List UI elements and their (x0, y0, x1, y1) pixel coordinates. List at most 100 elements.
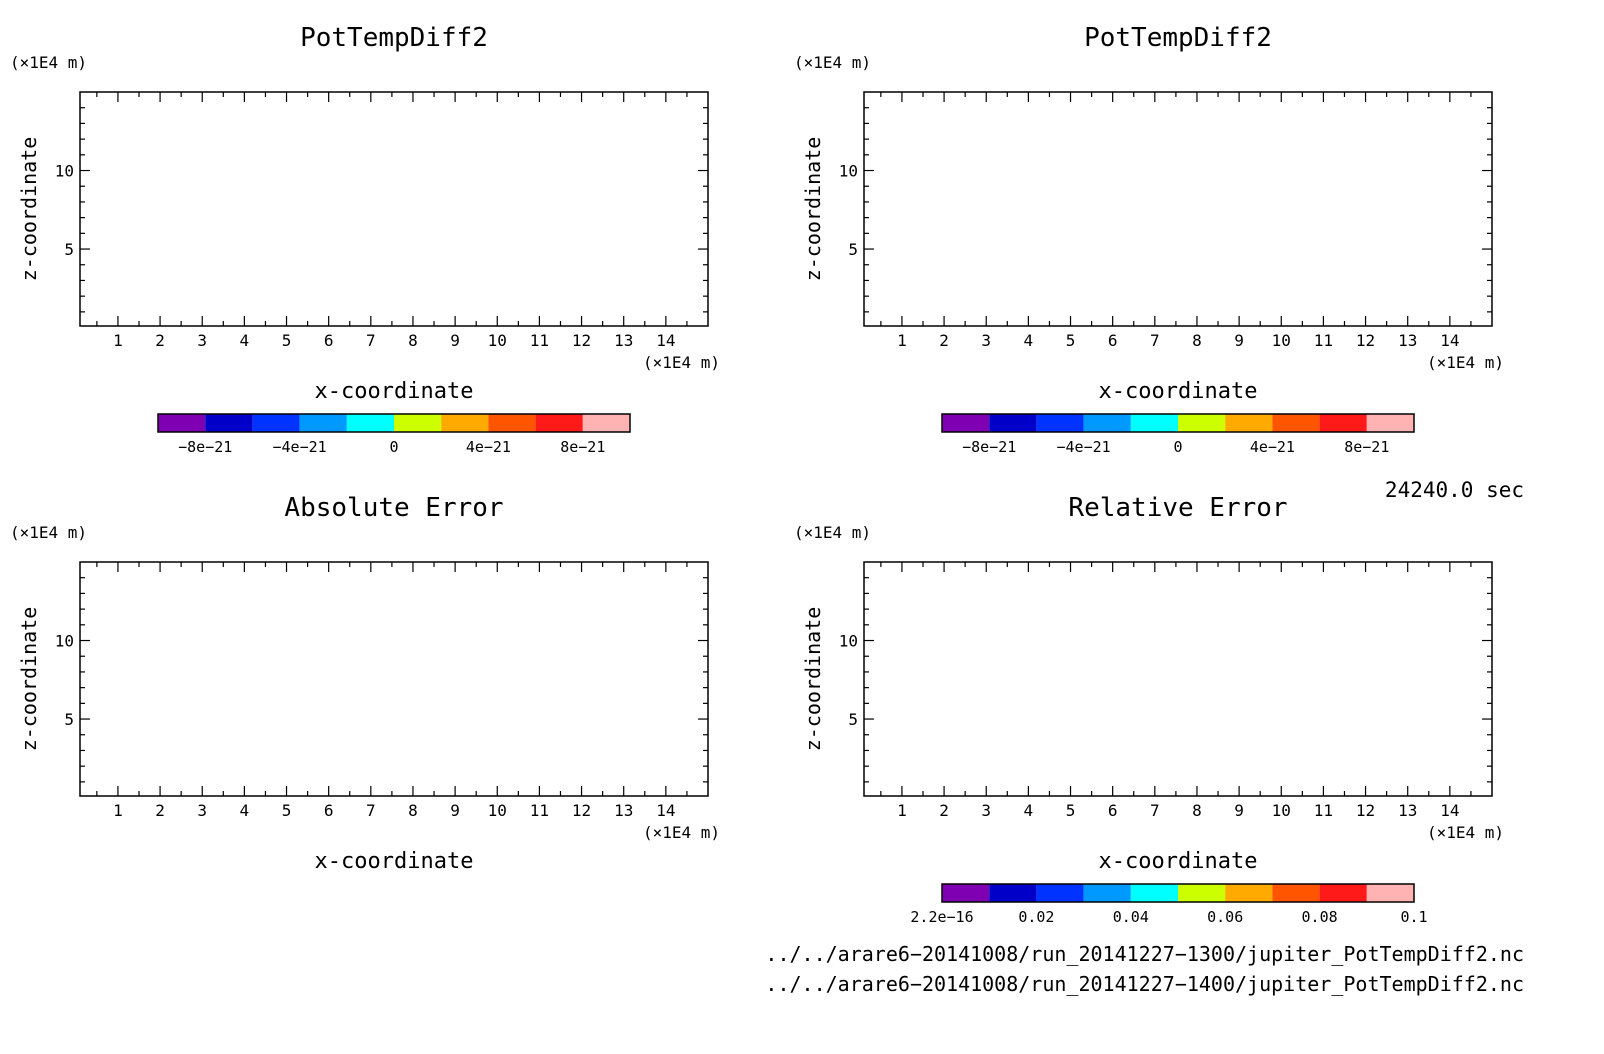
panel-0-xlabel: x-coordinate (315, 379, 474, 404)
panel-1-colorbar-segment (1319, 414, 1367, 432)
time-label: 24240.0 sec (1384, 478, 1524, 502)
panel-3-x-tick-label: 5 (1066, 801, 1076, 820)
panel-3-x-tick-label: 14 (1440, 801, 1459, 820)
panel-3-y-tick-label: 5 (848, 710, 858, 729)
panel-3-x-tick-label: 1 (897, 801, 907, 820)
panel-1-x-tick-label: 5 (1066, 331, 1076, 350)
panel-1-y-tick-label: 10 (839, 162, 858, 181)
panel-0-x-tick-label: 10 (488, 331, 507, 350)
panel-0-x-tick-label: 1 (113, 331, 123, 350)
panel-0-colorbar-tick-label: 0 (389, 438, 398, 456)
panel-0-x-tick-label: 4 (240, 331, 250, 350)
panel-1-xlabel: x-coordinate (1099, 379, 1258, 404)
panel-1-x-tick-label: 3 (981, 331, 991, 350)
panel-3-colorbar-segment (1178, 884, 1226, 902)
panel-1-x-tick-label: 4 (1024, 331, 1034, 350)
panel-1-x-tick-label: 2 (939, 331, 949, 350)
panel-3-x-tick-label: 11 (1314, 801, 1333, 820)
panel-2-x-tick-label: 4 (240, 801, 250, 820)
panel-2-y-tick-label: 10 (55, 632, 74, 651)
panel-0-y-tick-label: 10 (55, 162, 74, 181)
panel-1-colorbar-segment (1366, 414, 1414, 432)
panel-3-colorbar-tick-label: 0.1 (1400, 908, 1427, 926)
panel-1-x-tick-label: 8 (1192, 331, 1202, 350)
panel-0-colorbar-segment (346, 414, 394, 432)
panel-1-x-tick-label: 7 (1150, 331, 1160, 350)
panel-1-colorbar-segment (1083, 414, 1131, 432)
panel-1-title: PotTempDiff2 (1084, 23, 1272, 53)
panel-0-x-tick-label: 3 (197, 331, 207, 350)
panel-0-x-tick-label: 14 (656, 331, 675, 350)
panel-1-x-tick-label: 13 (1398, 331, 1417, 350)
file-path-1: ../../arare6−20141008/run_20141227−1300/… (765, 942, 1524, 966)
panel-3-colorbar-tick-label: 2.2e−16 (910, 908, 973, 926)
panel-0-colorbar-segment (299, 414, 347, 432)
panel-3-colorbar-tick-label: 0.02 (1018, 908, 1054, 926)
panel-1-colorbar-tick-label: 4e−21 (1250, 438, 1295, 456)
panel-2-x-tick-label: 1 (113, 801, 123, 820)
panel-0-colorbar-segment (488, 414, 536, 432)
panel-3-colorbar-segment (1225, 884, 1273, 902)
panel-0-colorbar-tick-label: 8e−21 (560, 438, 605, 456)
panel-3-x-tick-label: 8 (1192, 801, 1202, 820)
panel-2-x-tick-label: 2 (155, 801, 165, 820)
panel-0-ylabel: z-coordinate (17, 137, 41, 282)
panel-3-colorbar-segment (1130, 884, 1178, 902)
panel-1-y-unit: (×1E4 m) (794, 53, 871, 72)
panel-0-x-tick-label: 5 (282, 331, 292, 350)
panel-3-colorbar-segment (1083, 884, 1131, 902)
panel-1-colorbar-segment (1178, 414, 1226, 432)
panel-1-x-tick-label: 14 (1440, 331, 1459, 350)
panel-3-colorbar-frame (941, 883, 1415, 903)
panel-2-title: Absolute Error (284, 493, 503, 523)
panel-3-x-tick-label: 4 (1024, 801, 1034, 820)
panel-1-colorbar-tick-label: −4e−21 (1057, 438, 1111, 456)
panel-1-y-tick-label: 5 (848, 240, 858, 259)
panel-3-colorbar-segment (1366, 884, 1414, 902)
panel-2-x-tick-label: 3 (197, 801, 207, 820)
panel-2-x-tick-label: 8 (408, 801, 418, 820)
panel-0-colorbar-segment (252, 414, 300, 432)
panel-2-ylabel: z-coordinate (17, 607, 41, 752)
panel-0-frame (79, 91, 709, 327)
panel-3-x-tick-label: 12 (1356, 801, 1375, 820)
panel-2-x-tick-label: 5 (282, 801, 292, 820)
panel-3-colorbar-tick-label: 0.08 (1302, 908, 1338, 926)
panel-2-x-tick-label: 9 (450, 801, 460, 820)
panel-0-colorbar-segment (205, 414, 253, 432)
panel-3-x-unit: (×1E4 m) (1427, 823, 1504, 842)
panel-0-x-tick-label: 2 (155, 331, 165, 350)
panel-2-y-tick-label: 5 (64, 710, 74, 729)
panel-1-x-tick-label: 11 (1314, 331, 1333, 350)
file-path-2: ../../arare6−20141008/run_20141227−1400/… (765, 972, 1524, 996)
panel-2-x-tick-label: 6 (324, 801, 334, 820)
panel-0-colorbar-tick-label: 4e−21 (466, 438, 511, 456)
panel-2-x-tick-label: 11 (530, 801, 549, 820)
panel-3-colorbar-segment (1036, 884, 1084, 902)
panel-1-frame (863, 91, 1493, 327)
panel-2-x-tick-label: 7 (366, 801, 376, 820)
panel-3-xlabel: x-coordinate (1099, 849, 1258, 874)
panel-2-x-tick-label: 13 (614, 801, 633, 820)
panel-1-colorbar-segment (942, 414, 990, 432)
panel-1-ylabel: z-coordinate (801, 137, 825, 282)
panel-0-x-unit: (×1E4 m) (643, 353, 720, 372)
panel-3-x-tick-label: 9 (1234, 801, 1244, 820)
panel-0-title: PotTempDiff2 (300, 23, 488, 53)
panel-0-colorbar-segment (441, 414, 489, 432)
panel-2-x-tick-label: 12 (572, 801, 591, 820)
panel-2-xlabel: x-coordinate (315, 849, 474, 874)
panel-3-x-tick-label: 6 (1108, 801, 1118, 820)
panel-1-x-tick-label: 10 (1272, 331, 1291, 350)
panel-0-colorbar-segment (394, 414, 442, 432)
panel-0-colorbar-frame (157, 413, 631, 433)
panel-0-colorbar-segment (158, 414, 206, 432)
panel-0-y-tick-label: 5 (64, 240, 74, 259)
panel-3-x-tick-label: 13 (1398, 801, 1417, 820)
panel-3-x-tick-label: 7 (1150, 801, 1160, 820)
panel-2-frame (79, 561, 709, 797)
panel-1-colorbar-tick-label: −8e−21 (962, 438, 1016, 456)
panel-2-x-tick-label: 10 (488, 801, 507, 820)
panel-3-colorbar-segment (989, 884, 1037, 902)
